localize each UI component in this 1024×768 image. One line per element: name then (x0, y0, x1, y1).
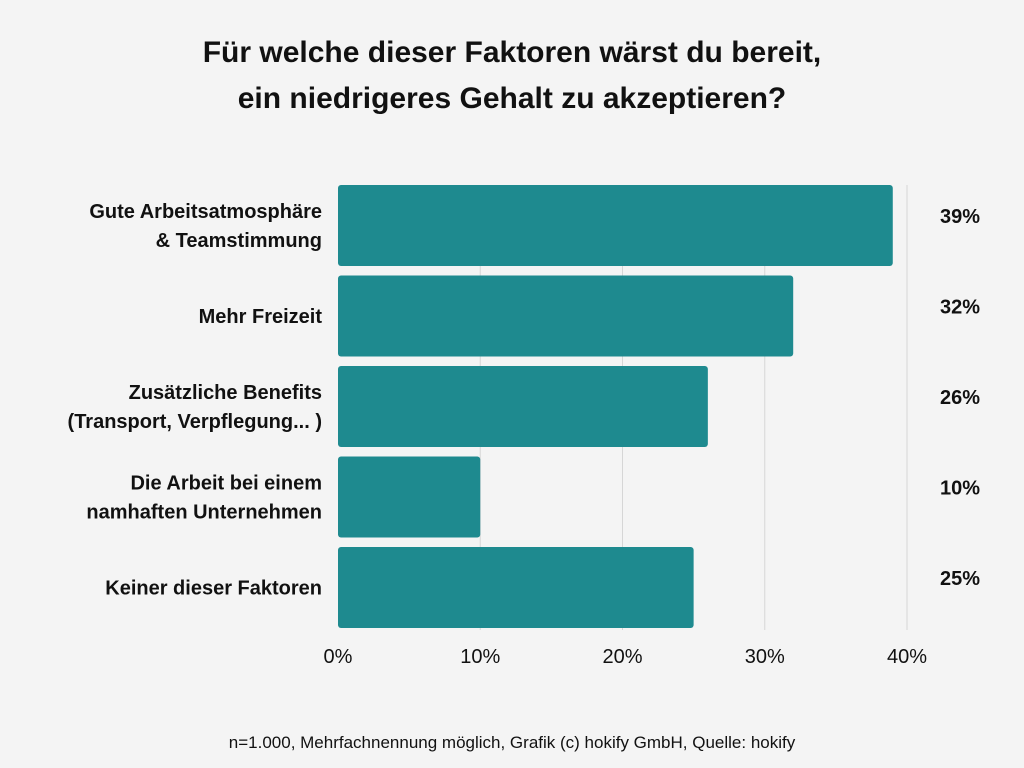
x-tick-label-4: 40% (887, 646, 927, 668)
value-label-3: 10% (940, 478, 980, 500)
bar-3 (338, 456, 481, 538)
category-label-2-line-1: (Transport, Verpflegung... ) (68, 411, 322, 433)
category-label-4-line-0: Keiner dieser Faktoren (105, 578, 322, 600)
source-note: n=1.000, Mehrfachnennung möglich, Grafik… (228, 733, 796, 752)
category-label-0-line-1: & Teamstimmung (156, 230, 322, 252)
category-label-3-line-1: namhaften Unternehmen (86, 502, 322, 524)
value-label-2: 26% (940, 387, 980, 409)
category-label-0-line-0: Gute Arbeitsatmosphäre (89, 201, 322, 223)
value-label-1: 32% (940, 297, 980, 319)
x-tick-label-1: 10% (460, 646, 500, 668)
category-label-3-line-0: Die Arbeit bei einem (130, 473, 322, 495)
x-tick-label-3: 30% (745, 646, 785, 668)
value-label-4: 25% (940, 568, 980, 590)
x-tick-label-2: 20% (602, 646, 642, 668)
category-label-2-line-0: Zusätzliche Benefits (129, 382, 322, 404)
x-tick-label-0: 0% (324, 646, 353, 668)
bar-0 (338, 185, 893, 266)
bar-4 (338, 547, 694, 628)
value-label-0: 39% (940, 206, 980, 228)
chart-title-line-2: ein niedrigeres Gehalt zu akzeptieren? (237, 82, 787, 115)
chart-title-line-1: Für welche dieser Faktoren wärst du bere… (202, 36, 822, 69)
chart-title: Für welche dieser Faktoren wärst du bere… (0, 30, 1024, 122)
bar-2 (338, 366, 708, 447)
bar-1 (338, 275, 794, 357)
category-label-1-line-0: Mehr Freizeit (199, 306, 323, 328)
